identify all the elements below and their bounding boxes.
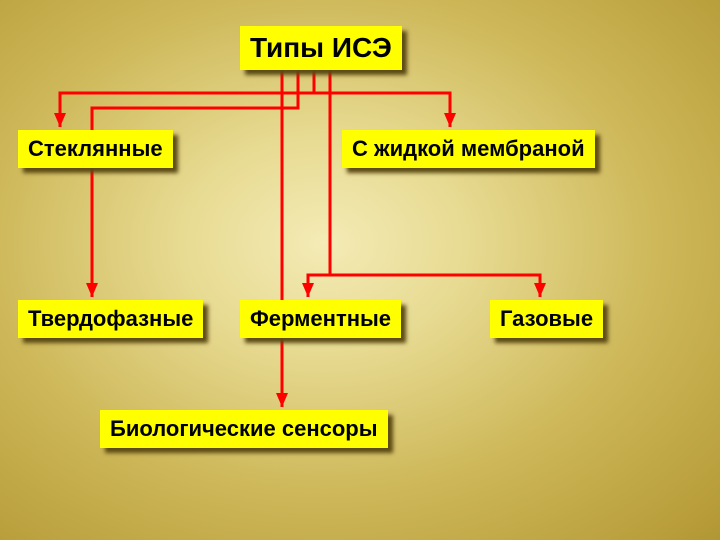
node-solid: Твердофазные — [18, 300, 203, 338]
edge-root-to-glass-liquid — [60, 70, 314, 127]
node-gas: Газовые — [490, 300, 603, 338]
node-liquid: С жидкой мембраной — [342, 130, 595, 168]
node-bio: Биологические сенсоры — [100, 410, 388, 448]
arrow-head — [444, 113, 456, 127]
edge-root-to-glass-liquid-right — [314, 93, 450, 127]
arrow-head — [54, 113, 66, 127]
diagram-stage: Типы ИСЭ Стеклянные С жидкой мембраной Твер… — [0, 0, 720, 540]
edge-root-to-enzyme-gas — [308, 70, 330, 297]
node-root: Типы ИСЭ — [240, 26, 402, 70]
edges-layer — [0, 0, 720, 540]
arrow-head — [276, 393, 288, 407]
arrow-head — [534, 283, 546, 297]
arrow-head — [302, 283, 314, 297]
node-enzyme: Ферментные — [240, 300, 401, 338]
node-glass: Стеклянные — [18, 130, 173, 168]
edge-root-to-enzyme-gas-right — [330, 275, 540, 297]
edge-root-to-solid — [92, 70, 298, 297]
arrow-head — [86, 283, 98, 297]
